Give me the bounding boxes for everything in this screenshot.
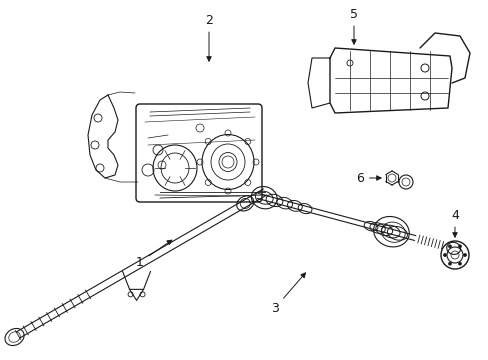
Text: 1: 1 [136,240,171,269]
Circle shape [463,253,466,257]
Text: 2: 2 [204,14,212,61]
Circle shape [458,262,461,265]
Text: 6: 6 [355,171,380,185]
Text: 4: 4 [450,208,458,237]
Circle shape [447,262,450,265]
Circle shape [447,245,450,248]
Circle shape [443,253,446,257]
Circle shape [458,245,461,248]
Text: 3: 3 [270,273,305,315]
Text: 5: 5 [349,8,357,44]
